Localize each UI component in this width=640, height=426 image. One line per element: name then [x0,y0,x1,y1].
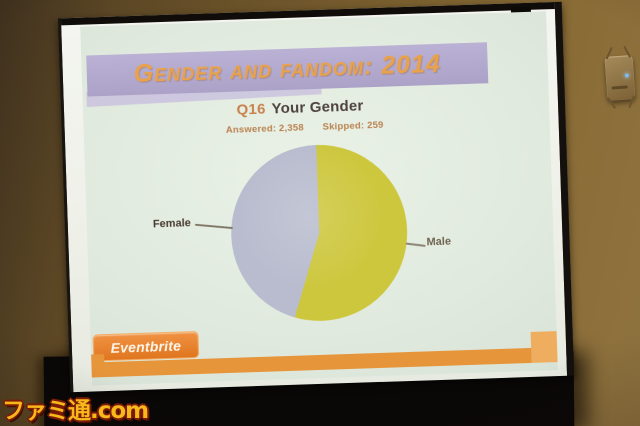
projection-screen: Gender and fandom: 2014 Q16 Your Gender A… [57,1,575,393]
footer-ribbon-right-step [530,331,558,363]
presentation-slide: Gender and fandom: 2014 Q16 Your Gender A… [80,11,558,386]
fixture-antenna [623,45,632,59]
question-number: Q16 [236,100,266,119]
title-banner: Gender and fandom: 2014 [86,42,489,97]
fixture-antenna [628,95,636,109]
projector-hotspot-glare [228,142,411,324]
male-leader-line [405,242,426,247]
pie-label-male: Male [426,235,452,249]
question-text: Your Gender [271,97,364,118]
slide-title: Gender and fandom: 2014 [133,49,442,88]
footer-ribbon-left-step [91,354,105,378]
pie-chart [228,142,411,324]
famitsu-watermark: ファミ通.com [2,398,149,424]
skipped-count: Skipped: 259 [322,119,384,133]
eventbrite-logo: Eventbrite [92,330,200,362]
fixture-antenna [605,46,613,60]
pie-label-female: Female [152,217,191,231]
female-leader-line [194,223,233,230]
answered-count: Answered: 2,358 [225,122,304,136]
fixture-led-light [624,73,629,78]
fixture-antenna [607,97,617,110]
wall-fixture-device [604,45,636,110]
fixture-vent [611,85,628,90]
